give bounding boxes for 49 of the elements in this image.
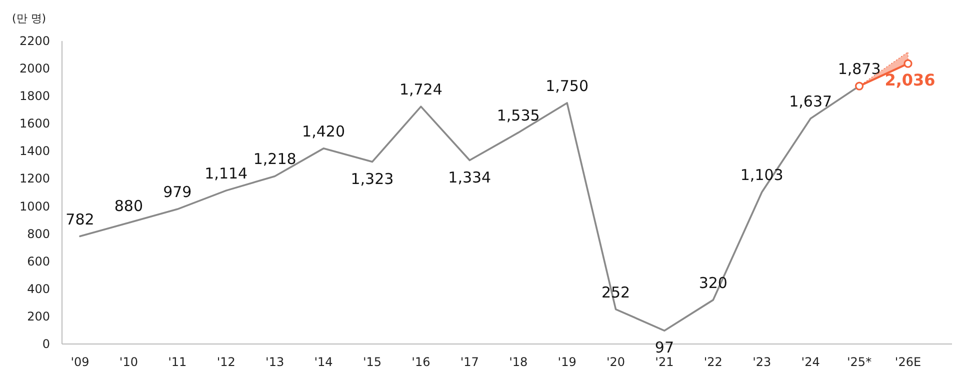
y-axis-title: (만 명) [12,12,46,25]
x-tick-label: '12 [216,355,236,369]
y-tick-label: 1600 [19,116,50,131]
y-tick-label: 800 [27,226,50,241]
data-label: 1,724 [399,80,442,99]
data-label: 1,750 [546,76,589,95]
data-label: 880 [114,196,144,215]
x-tick-label: '18 [509,355,528,369]
x-tick-label: '24 [801,355,820,369]
y-tick-label: 400 [27,282,50,296]
x-tick-label: '22 [704,355,722,369]
y-tick-label: 1400 [19,144,50,158]
data-label: 1,334 [448,168,492,186]
x-tick-label: '17 [460,355,479,369]
data-label: 97 [654,338,674,357]
x-tick-label: '16 [412,355,430,369]
data-label: 1,323 [350,170,394,188]
y-tick-label: 1800 [19,89,50,104]
data-label: 1,420 [302,122,346,140]
data-label: 2,036 [884,70,936,90]
y-tick-label: 0 [42,337,50,351]
y-tick-label: 2200 [19,34,50,48]
y-tick-label: 600 [27,254,50,268]
x-tick-label: '15 [362,355,382,369]
data-label: 320 [698,274,728,292]
data-label: 1,637 [789,92,832,111]
data-label: 252 [601,283,630,302]
x-tick-label: '11 [168,355,187,369]
data-label: 979 [163,183,192,202]
data-label: 1,535 [496,106,540,125]
data-label: 1,873 [838,60,881,78]
x-tick-label: '09 [70,355,90,369]
y-tick-label: 2000 [19,62,50,76]
x-tick-label: '26E [894,355,922,369]
data-label: 1,103 [740,166,784,184]
data-label: 1,114 [204,164,248,183]
y-tick-label: 1000 [19,199,50,214]
y-tick-label: 200 [27,309,50,324]
x-tick-label: '19 [558,355,576,369]
x-tick-label: '10 [119,355,138,369]
x-tick-label: '20 [606,355,626,369]
x-tick-label: '21 [655,355,674,369]
data-label: 1,218 [253,150,296,168]
x-tick-label: '14 [314,355,333,369]
data-label: 782 [66,210,94,228]
x-tick-label: '13 [266,355,284,369]
x-tick-label: '25* [847,355,872,369]
y-tick-label: 1200 [19,172,50,186]
x-tick-label: '23 [752,355,772,369]
